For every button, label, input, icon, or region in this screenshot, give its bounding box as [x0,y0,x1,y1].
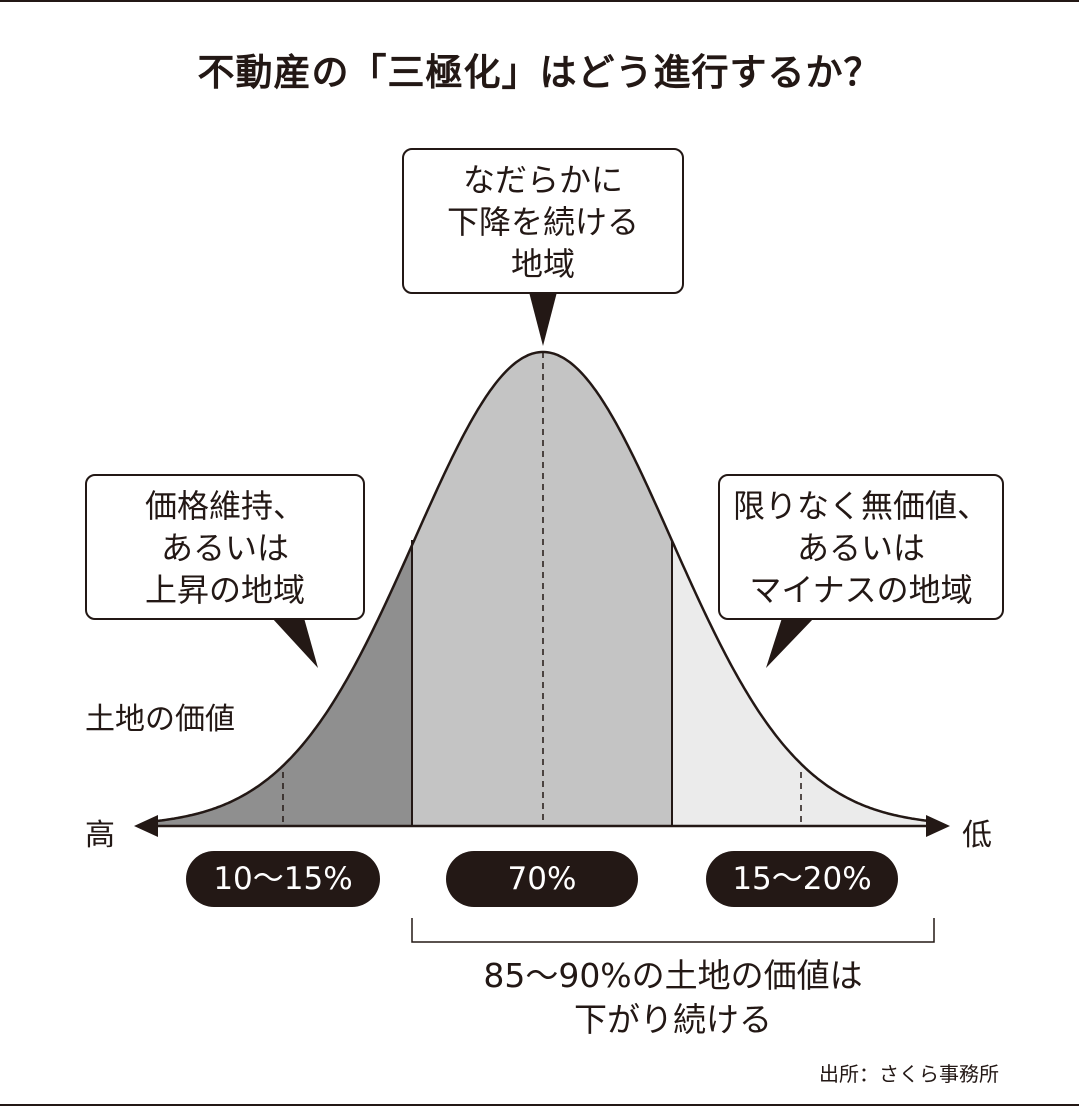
figure-title: 不動産の「三極化」はどう進行するか？ [197,51,882,94]
bell-curve-outline [149,350,935,823]
callout-pointer-center [529,292,557,346]
bracket-note-line-2: 下がり続ける [574,1000,772,1039]
axis-end-low: 低 [962,818,992,853]
bracket-note-line-1: 85〜90%の土地の価値は [483,956,863,995]
pill-segment-high: 10〜15% [186,851,380,907]
segment-declining-area [412,352,672,826]
axis-end-high: 高 [85,818,115,853]
bracket-note: 85〜90%の土地の価値は 下がり続ける [412,954,934,1042]
callout-center-line-3: 地域 [510,245,575,283]
bracket-70-to-right [411,918,935,943]
callout-center: なだらかに 下降を続ける 地域 [402,148,684,294]
pill-segment-low: 15〜20% [706,851,898,907]
callout-right-line-2: あるいは [796,529,925,567]
source-credit: 出所：さくら事務所 [819,1062,999,1086]
callout-center-line-1: なだらかに [462,161,623,199]
pill-segment-mid: 70% [446,851,638,907]
callout-right-line-3: マイナスの地域 [749,571,973,609]
callout-left-line-1: 価格維持、 [144,487,305,525]
callout-left-line-2: あるいは [160,529,289,567]
callout-right-line-1: 限りなく無価値、 [732,487,989,525]
callout-left: 価格維持、 あるいは 上昇の地域 [85,474,365,620]
callout-center-line-2: 下降を続ける [446,203,639,241]
callout-left-line-3: 上昇の地域 [144,571,305,609]
callout-right: 限りなく無価値、 あるいは マイナスの地域 [718,474,1004,620]
axis-arrow-right-icon [926,815,950,837]
callout-pointer-right [766,618,814,668]
axis-label-land-value: 土地の価値 [85,702,235,737]
axis-arrow-left-icon [134,815,158,837]
callout-pointer-left [272,618,318,668]
